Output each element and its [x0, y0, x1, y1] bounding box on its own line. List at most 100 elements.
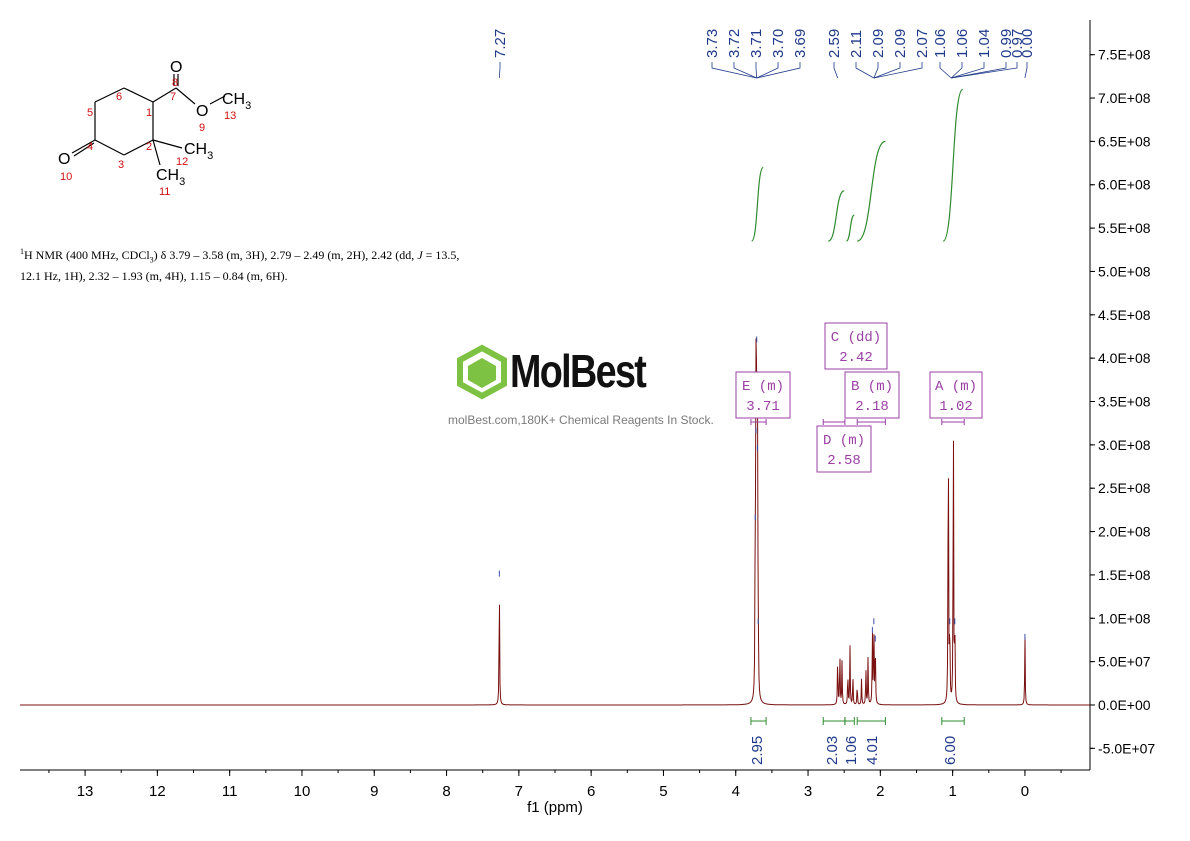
atom-number: 12: [176, 156, 188, 168]
y-tick-label: 2.5E+08: [1098, 480, 1151, 496]
peak-label-leader: [873, 62, 923, 79]
peak-label-leader: [711, 62, 757, 79]
peak-label-leader: [873, 62, 879, 79]
multiplet-box: [816, 425, 872, 473]
ring-number: 3: [118, 159, 124, 171]
peak-label: 3.70: [770, 29, 787, 58]
x-tick-label: 0: [1021, 783, 1029, 800]
multiplet-shift: 1.02: [939, 399, 973, 415]
peak-label: 1.06: [954, 29, 971, 58]
multiplet-title: B (m): [851, 379, 893, 395]
x-tick-label: 3: [804, 783, 812, 800]
spectrum-trace: [20, 336, 1090, 706]
atom-label: CH3: [222, 91, 251, 112]
y-tick-label: 7.5E+08: [1098, 47, 1151, 63]
peak-label: 2.59: [826, 29, 843, 58]
peak-label-leader: [951, 62, 1007, 79]
x-tick-label: 6: [587, 783, 595, 800]
y-tick-label: 3.0E+08: [1098, 437, 1151, 453]
x-axis: 13 12 11 10 9 8 7 6 5 4 3 2 1 0f1 (ppm): [20, 769, 1090, 816]
peak-label: 0.99: [998, 29, 1015, 58]
y-tick-label: 3.5E+08: [1098, 394, 1151, 410]
peak-label: 1.04: [976, 29, 993, 58]
nmr-line-2: 12.1 Hz, 1H), 2.32 – 1.93 (m, 4H), 1.15 …: [20, 269, 288, 284]
x-tick-label: 11: [222, 783, 238, 800]
peak-label-leader: [756, 62, 801, 79]
x-tick-label: 5: [659, 783, 667, 800]
y-tick-label: 5.0E+08: [1098, 263, 1151, 279]
peak-labels: 7.27 3.73 3.72 3.71 3.70 3.69 2.59 2.11 2.09 2.09…: [492, 29, 1036, 79]
peak-label: 2.07: [914, 29, 931, 58]
peak-label-leader: [951, 62, 1018, 79]
peak-label: 3.73: [704, 29, 721, 58]
atom-subscript: 3: [179, 176, 185, 188]
spectrum-line: [20, 338, 1090, 706]
multiplet-shift: 2.18: [855, 399, 889, 415]
y-tick-label: 0.0E+00: [1098, 697, 1151, 713]
multiplet-title: C (dd): [831, 330, 881, 346]
y-tick-label: 2.0E+08: [1098, 524, 1151, 540]
multiplet-title: A (m): [935, 379, 977, 395]
x-tick-label: 8: [442, 783, 450, 800]
x-tick-label: 12: [149, 783, 166, 800]
peak-label-leader: [855, 62, 875, 79]
x-tick-label: 1: [948, 783, 956, 800]
integral-curve: [856, 140, 886, 242]
nmr-line-1b: ) δ 3.79 – 3.58 (m, 3H), 2.79 – 2.49 (m,…: [153, 248, 418, 262]
nmr-superscript: 1: [20, 247, 24, 256]
peak-label: 2.11: [848, 30, 865, 58]
peak-label-leader: [950, 62, 963, 79]
atom-subscript: 3: [207, 150, 213, 162]
multiplet-box: [824, 322, 888, 370]
nmr-subscript: 3: [149, 255, 154, 265]
integral-curves: [751, 88, 964, 242]
x-tick-label: 10: [294, 783, 311, 800]
atom-number: 10: [60, 171, 72, 183]
peak-label: 0.97: [1009, 29, 1026, 58]
atom-number: 9: [199, 122, 205, 134]
peak-label-leader: [1024, 62, 1028, 79]
molbest-logo-icon: [457, 344, 507, 400]
y-tick-label: 4.0E+08: [1098, 350, 1151, 366]
x-tick-label: 7: [515, 783, 523, 800]
nmr-description: 1H NMR (400 MHz, CDCl3) δ 3.79 – 3.58 (m…: [20, 244, 580, 284]
peak-label: 0.00: [1019, 29, 1036, 58]
multiplet-title: E (m): [742, 379, 784, 395]
watermark-tagline: molBest.com,180K+ Chemical Reagents In S…: [448, 413, 714, 427]
integration-value: 4.01: [864, 736, 881, 765]
integral-curve: [942, 88, 964, 242]
integration-values: 2.95 2.03 1.06 4.01 6.00: [749, 717, 965, 765]
peak-label-leader: [873, 62, 901, 79]
y-tick-label: 5.5E+08: [1098, 220, 1151, 236]
ring-number: 2: [146, 141, 152, 153]
y-tick-label: 5.0E+07: [1098, 654, 1151, 670]
x-tick-label: 4: [732, 783, 740, 800]
atom-label: O: [170, 59, 182, 76]
y-axis: -5.0E+07 0.0E+00 5.0E+07 1.0E+08 1.5E+08 2.0E…: [1089, 20, 1155, 770]
integral-curve: [751, 166, 764, 242]
y-tick-label: 1.5E+08: [1098, 567, 1151, 583]
ring-number: 1: [146, 107, 152, 119]
multiplet-title: D (m): [823, 433, 865, 449]
peak-label-leader: [833, 62, 839, 79]
atom-number: 11: [159, 186, 170, 198]
multiplet-box: [929, 371, 983, 419]
atom-label: O: [58, 151, 70, 168]
peak-label-leader: [756, 62, 779, 79]
atom-number: 13: [224, 110, 236, 122]
atom-label: CH3: [156, 167, 185, 188]
peak-label-leader: [939, 62, 952, 79]
peak-label: 3.72: [726, 29, 743, 58]
atom-label: CH3: [184, 141, 213, 162]
peak-label-leader: [755, 62, 758, 79]
molecule-structure: [71, 74, 226, 166]
multiplet-shift: 2.42: [839, 350, 873, 366]
ring-number: 4: [87, 141, 93, 153]
multiplet-shift: 3.71: [746, 399, 780, 415]
integral-curve: [845, 214, 855, 242]
multiplet-shift: 2.58: [827, 453, 861, 469]
peak-label-leader: [733, 62, 757, 79]
y-tick-label: -5.0E+07: [1098, 740, 1155, 756]
x-axis-label: f1 (ppm): [527, 799, 583, 816]
